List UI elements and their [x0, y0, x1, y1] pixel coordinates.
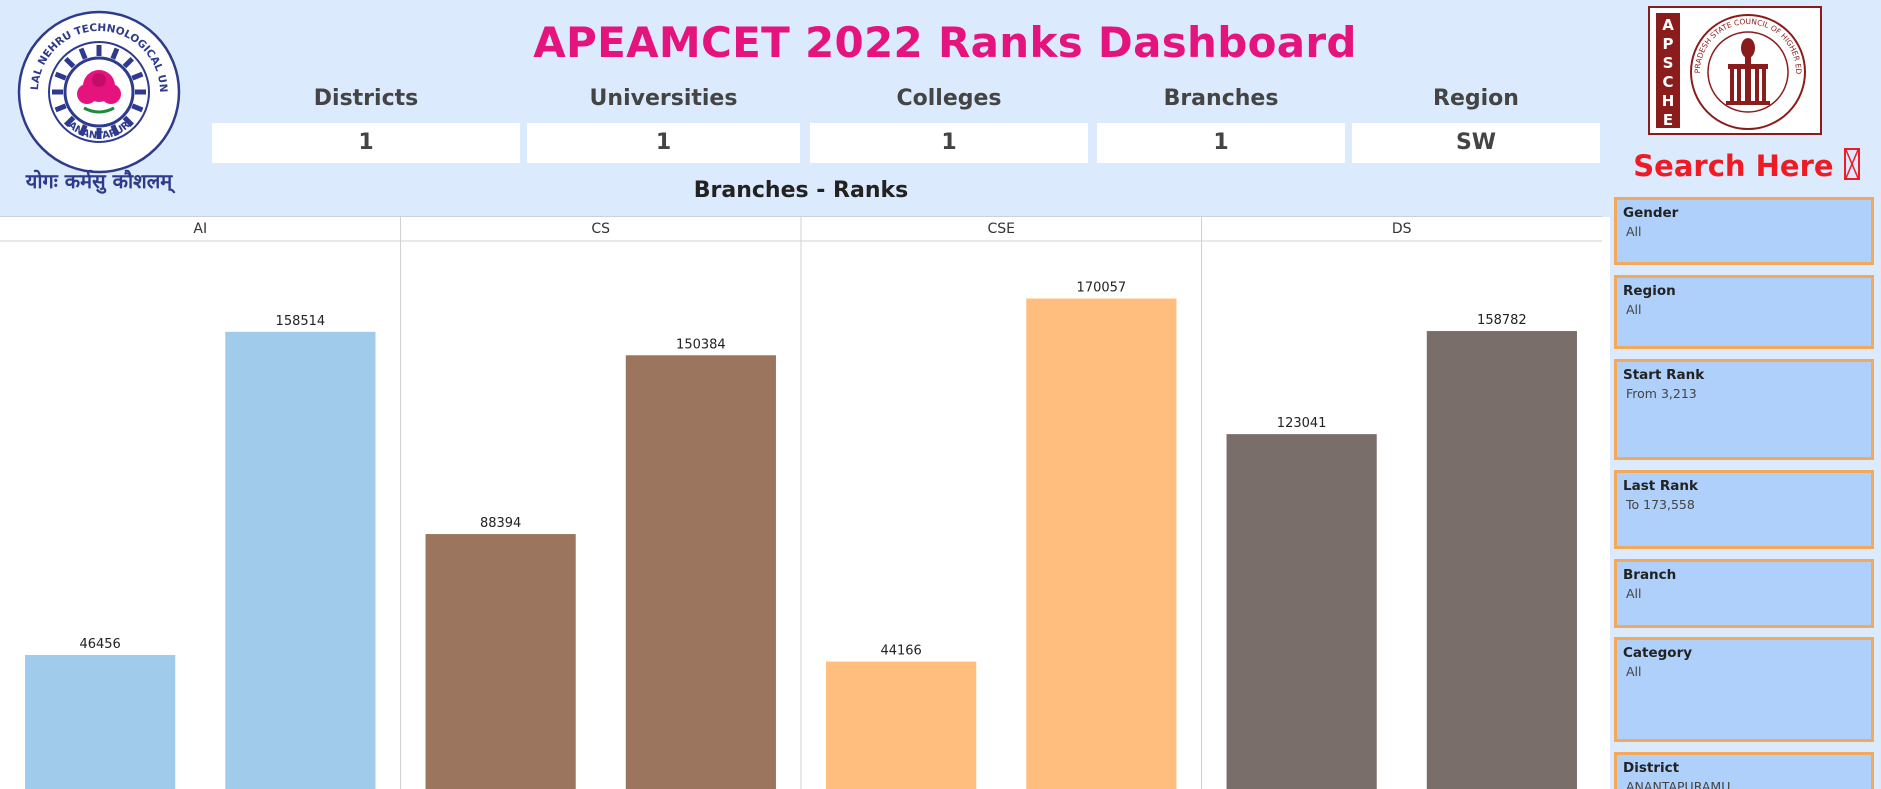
filter-start-rank[interactable]: Start Rank From 3,213 [1614, 359, 1874, 460]
bar-value-label: 150384 [676, 337, 726, 352]
jntu-logo: JAWAHARLAL NEHRU TECHNOLOGICAL UNIVERSIT… [14, 4, 181, 194]
filter-district[interactable]: District ANANTAPURAMU [1614, 752, 1874, 789]
filter-last-rank[interactable]: Last Rank To 173,558 [1614, 470, 1874, 549]
filter-district-label: District [1623, 760, 1680, 776]
panel-header-cs: CS [591, 221, 610, 237]
bar-cs-2[interactable] [625, 355, 776, 789]
bar-value-label: 44166 [880, 644, 921, 659]
dashboard-title: APEAMCET 2022 Ranks Dashboard [533, 18, 1357, 67]
kpi-label-districts: Districts [313, 86, 419, 111]
bar-cse-2[interactable] [1026, 298, 1177, 789]
bar-value-label: 46456 [79, 637, 120, 652]
filter-branch[interactable]: Branch All [1614, 559, 1874, 628]
filter-category[interactable]: Category All [1614, 637, 1874, 742]
filter-branch-label: Branch [1623, 567, 1677, 583]
filter-district-value[interactable]: ANANTAPURAMU [1626, 779, 1731, 789]
search-icon [1843, 148, 1860, 180]
kpi-value-districts: 1 [212, 123, 520, 163]
bar-ai-2[interactable] [225, 331, 376, 789]
filter-gender-label: Gender [1623, 205, 1679, 221]
filter-region[interactable]: Region All [1614, 275, 1874, 349]
filter-gender[interactable]: Gender All [1614, 197, 1874, 265]
bar-value-label: 123041 [1277, 416, 1327, 431]
branches-ranks-chart: AI 46456 158514 CS 88394 150384 CSE 44166 170057… [0, 216, 1602, 789]
bar-cs-1[interactable] [425, 534, 576, 789]
header-background [0, 0, 1610, 217]
filter-gender-value[interactable]: All [1626, 224, 1642, 239]
bar-ds-2[interactable] [1426, 331, 1577, 789]
bar-value-label: 158782 [1477, 313, 1527, 328]
jntu-motto: योगः कर्मसु कौशलम् [25, 169, 177, 194]
bar-cse-1[interactable] [826, 661, 977, 789]
filter-start-rank-label: Start Rank [1623, 367, 1705, 383]
kpi-value-branches: 1 [1097, 123, 1345, 163]
kpi-label-region: Region [1433, 86, 1519, 111]
panel-header-ai: AI [193, 221, 207, 237]
kpi-value-region: SW [1352, 123, 1600, 163]
bar-value-label: 88394 [480, 516, 521, 531]
kpi-label-colleges: Colleges [896, 86, 1002, 111]
panel-header-ds: DS [1392, 221, 1412, 237]
filter-last-rank-label: Last Rank [1623, 478, 1698, 494]
chart-title: Branches - Ranks [693, 178, 909, 203]
bar-ds-1[interactable] [1226, 434, 1377, 789]
search-here-label: Search Here [1612, 148, 1881, 183]
kpi-value-universities: 1 [527, 123, 800, 163]
filter-last-rank-value[interactable]: To 173,558 [1626, 497, 1695, 512]
filter-start-rank-value[interactable]: From 3,213 [1626, 386, 1697, 401]
bar-value-label: 170057 [1077, 281, 1127, 296]
filter-region-value[interactable]: All [1626, 302, 1642, 317]
bar-ai-1[interactable] [25, 655, 176, 789]
bar-value-label: 158514 [276, 314, 326, 329]
filter-category-label: Category [1623, 645, 1693, 661]
kpi-label-branches: Branches [1163, 86, 1279, 111]
search-here-text: Search Here [1633, 149, 1834, 183]
kpi-label-universities: Universities [589, 86, 738, 111]
kpi-value-colleges: 1 [810, 123, 1088, 163]
filter-region-label: Region [1623, 283, 1676, 299]
filter-category-value[interactable]: All [1626, 664, 1642, 679]
filter-branch-value[interactable]: All [1626, 586, 1642, 601]
panel-header-cse: CSE [987, 221, 1015, 237]
